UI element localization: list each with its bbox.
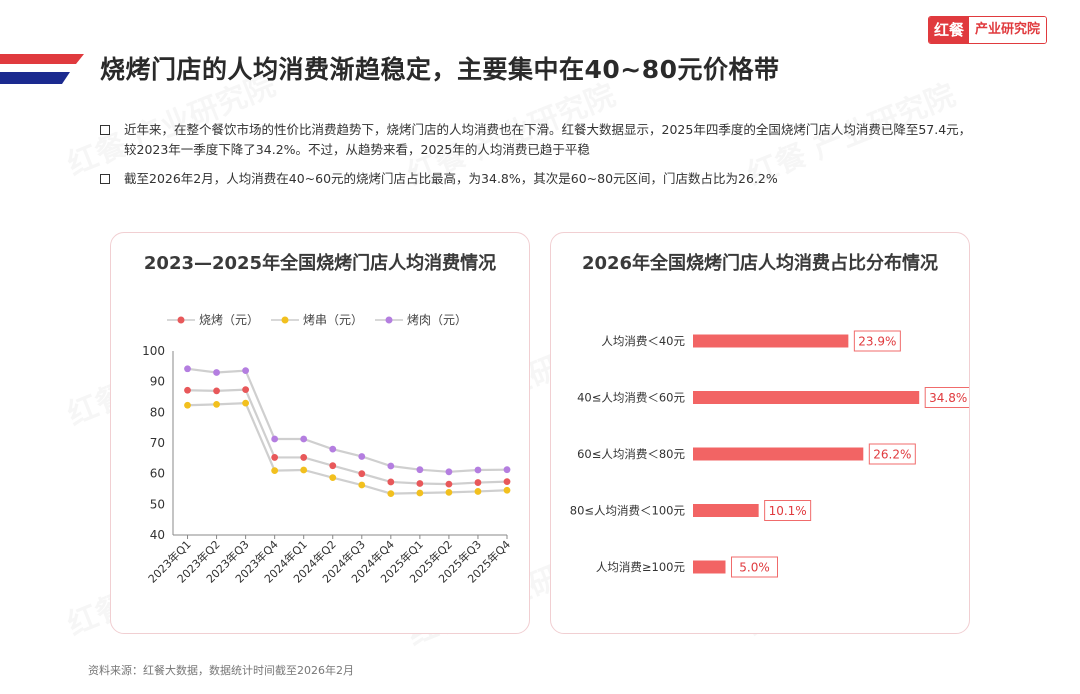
data-label-box bbox=[764, 500, 812, 521]
series-point bbox=[184, 365, 191, 373]
series-point bbox=[445, 480, 453, 488]
series-point bbox=[387, 490, 395, 497]
y-tick-label: 70 bbox=[150, 436, 165, 450]
series-point bbox=[329, 474, 337, 482]
source-note: 资料来源：红餐大数据，数据统计时间截至2026年2月 bbox=[88, 664, 354, 677]
line-chart-plot: 1009080706050402023年Q12023年Q22023年Q32023… bbox=[142, 344, 513, 586]
series-point bbox=[474, 466, 482, 474]
data-label-box bbox=[731, 556, 778, 578]
series-point bbox=[300, 454, 308, 461]
line-chart-panel: 2023—2025年全国烧烤门店人均消费情况 烧烤（元） 烤串（元） 烤肉（元）… bbox=[110, 232, 530, 634]
bar-data-label: 34.8% bbox=[929, 391, 967, 405]
data-label-box bbox=[853, 330, 901, 352]
series-point bbox=[184, 401, 191, 409]
series-point bbox=[242, 386, 250, 394]
bar-data-label: 5.0% bbox=[739, 561, 770, 575]
series-point bbox=[474, 488, 482, 495]
bar-chart-title: 2026年全国烧烤门店人均消费占比分布情况 bbox=[581, 253, 939, 274]
bar bbox=[693, 447, 864, 461]
series-point bbox=[445, 488, 453, 496]
bar bbox=[693, 504, 759, 517]
legend-item-shaokao: 烧烤（元） bbox=[167, 311, 259, 328]
legend-item-kaorou: 烤肉（元） bbox=[375, 311, 467, 328]
y-tick-label: 40 bbox=[150, 528, 165, 542]
series-line bbox=[187, 388, 508, 486]
series-point bbox=[503, 466, 511, 474]
series-point bbox=[387, 462, 395, 470]
bar-chart-panel: 2026年全国烧烤门店人均消费占比分布情况 人均消费＜40元 23.9% 40≤人均… bbox=[550, 232, 970, 634]
legend-label: 烤串（元） bbox=[303, 313, 364, 327]
series-point bbox=[329, 462, 337, 470]
line-chart-title: 2023—2025年全国烧烤门店人均消费情况 bbox=[143, 253, 497, 274]
bar-category-label: 60≤人均消费＜80元 bbox=[577, 447, 685, 461]
header-flag-decoration bbox=[0, 54, 84, 84]
series-point bbox=[271, 467, 279, 474]
series-point bbox=[474, 479, 482, 486]
bar bbox=[693, 334, 849, 348]
series-point bbox=[387, 478, 395, 486]
bullet-item: 近年来，在整个餐饮市场的性价比消费趋势下，烧烤门店的人均消费也在下滑。红餐大数据… bbox=[100, 120, 980, 160]
y-tick-label: 100 bbox=[142, 344, 165, 358]
series-point bbox=[242, 399, 250, 407]
summary-bullets: 近年来，在整个餐饮市场的性价比消费趋势下，烧烤门店的人均消费也在下滑。红餐大数据… bbox=[100, 120, 980, 198]
series-point bbox=[271, 454, 279, 461]
bar-category-label: 人均消费≥100元 bbox=[596, 560, 686, 574]
bar-category-label: 人均消费＜40元 bbox=[601, 334, 685, 348]
bar-chart-plot: 人均消费＜40元 23.9% 40≤人均消费＜60元 34.8% 60≤人均消费＜80元… bbox=[570, 330, 969, 578]
series-point bbox=[213, 400, 220, 408]
series-point bbox=[271, 435, 279, 443]
series-point bbox=[213, 387, 220, 395]
bullet-text: 截至2026年2月，人均消费在40~60元的烧烤门店占比最高，为34.8%，其次… bbox=[124, 171, 778, 186]
y-tick-label: 80 bbox=[150, 405, 165, 419]
series-point bbox=[358, 453, 366, 460]
bullet-square-icon bbox=[100, 125, 110, 135]
series-point bbox=[358, 481, 366, 489]
y-tick-label: 50 bbox=[150, 497, 165, 511]
data-label-box bbox=[924, 387, 969, 408]
series-line bbox=[187, 367, 508, 473]
page-title: 烧烤门店的人均消费渐趋稳定，主要集中在40~80元价格带 bbox=[100, 55, 780, 84]
series-point bbox=[445, 468, 453, 476]
bar bbox=[693, 560, 726, 574]
series-point bbox=[416, 466, 424, 474]
series-point bbox=[329, 445, 337, 453]
bar-data-label: 26.2% bbox=[873, 448, 911, 462]
series-point bbox=[213, 369, 220, 376]
y-tick-label: 60 bbox=[150, 467, 165, 481]
series-point bbox=[503, 478, 511, 486]
series-line bbox=[187, 402, 508, 495]
series-point bbox=[416, 480, 424, 487]
legend-item-kaochuan: 烤串（元） bbox=[271, 311, 363, 328]
logo-text: 产业研究院 bbox=[969, 17, 1047, 43]
bar-data-label: 10.1% bbox=[769, 504, 807, 518]
bar-data-label: 23.9% bbox=[858, 335, 896, 349]
bar bbox=[693, 391, 920, 404]
series-point bbox=[242, 367, 250, 375]
bar-category-label: 80≤人均消费＜100元 bbox=[570, 504, 686, 518]
y-tick-label: 90 bbox=[150, 375, 165, 389]
bullet-text: 近年来，在整个餐饮市场的性价比消费趋势下，烧烤门店的人均消费也在下滑。红餐大数据… bbox=[124, 122, 972, 157]
logo-mark: 红餐 bbox=[929, 17, 970, 43]
series-point bbox=[416, 489, 424, 497]
bar-category-label: 40≤人均消费＜60元 bbox=[577, 391, 685, 405]
legend-swatch-icon bbox=[167, 316, 195, 323]
line-chart-legend: 烧烤（元） 烤串（元） 烤肉（元） bbox=[167, 311, 467, 328]
bullet-item: 截至2026年2月，人均消费在40~60元的烧烤门店占比最高，为34.8%，其次… bbox=[100, 169, 980, 189]
series-point bbox=[184, 386, 191, 394]
data-label-box bbox=[868, 443, 916, 465]
series-point bbox=[300, 466, 308, 474]
brand-logo: 红餐 产业研究院 bbox=[928, 16, 1048, 44]
series-point bbox=[358, 470, 366, 478]
legend-label: 烧烤（元） bbox=[199, 313, 260, 327]
bullet-square-icon bbox=[100, 174, 110, 184]
legend-swatch-icon bbox=[271, 316, 300, 323]
series-point bbox=[503, 486, 511, 494]
legend-swatch-icon bbox=[375, 316, 404, 323]
series-point bbox=[300, 435, 308, 443]
legend-label: 烤肉（元） bbox=[407, 313, 468, 327]
